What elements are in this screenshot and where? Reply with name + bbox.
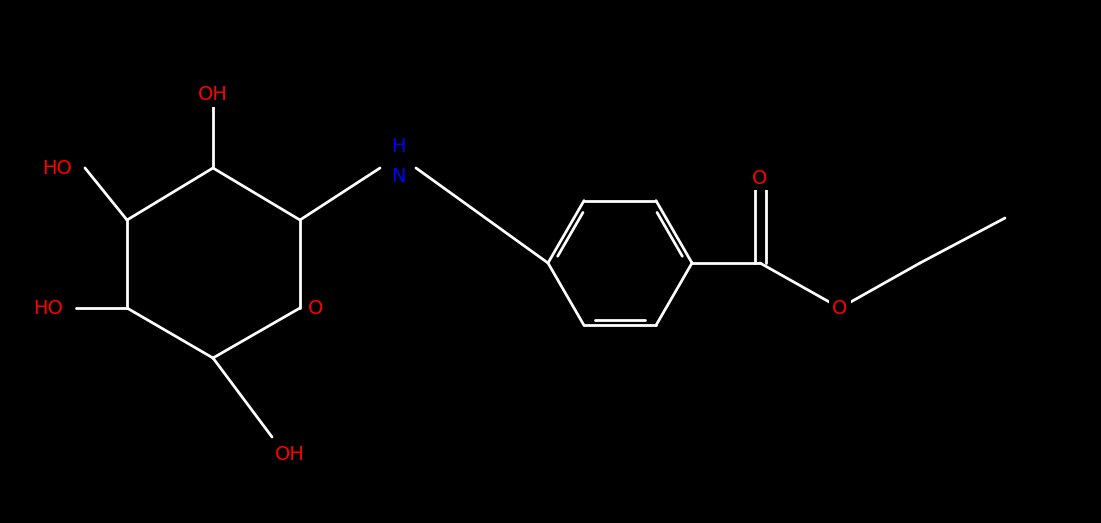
Text: O: O <box>832 299 848 317</box>
Text: N: N <box>391 166 405 186</box>
Text: OH: OH <box>198 85 228 105</box>
Text: HO: HO <box>33 299 63 317</box>
Text: HO: HO <box>42 158 72 177</box>
Text: O: O <box>308 299 324 317</box>
Text: OH: OH <box>275 446 305 464</box>
Text: O: O <box>752 168 767 188</box>
Text: H: H <box>391 137 405 155</box>
